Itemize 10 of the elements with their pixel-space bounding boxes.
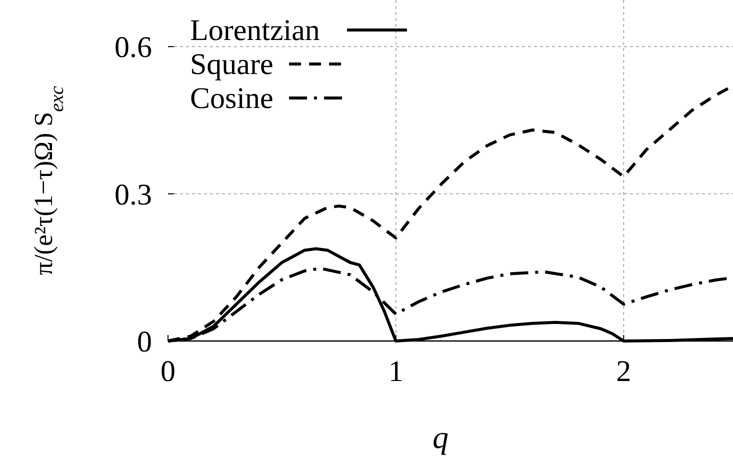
- y-tick-label: 0.6: [114, 31, 152, 64]
- x-tick-label: 2: [616, 355, 632, 388]
- x-tick-label: 1: [388, 355, 404, 388]
- legend-label: Lorentzian: [190, 14, 320, 47]
- legend-label: Square: [190, 48, 274, 81]
- y-tick-label: 0: [137, 326, 152, 358]
- y-tick-label: 0.3: [114, 178, 152, 212]
- x-axis-title: q: [432, 419, 448, 455]
- legend-label: Cosine: [190, 82, 274, 115]
- x-tick-label: 0: [160, 355, 176, 388]
